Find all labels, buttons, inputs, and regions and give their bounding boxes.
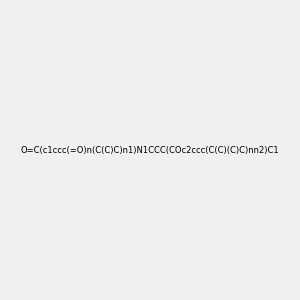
Text: O=C(c1ccc(=O)n(C(C)C)n1)N1CCC(COc2ccc(C(C)(C)C)nn2)C1: O=C(c1ccc(=O)n(C(C)C)n1)N1CCC(COc2ccc(C(… (21, 146, 279, 154)
